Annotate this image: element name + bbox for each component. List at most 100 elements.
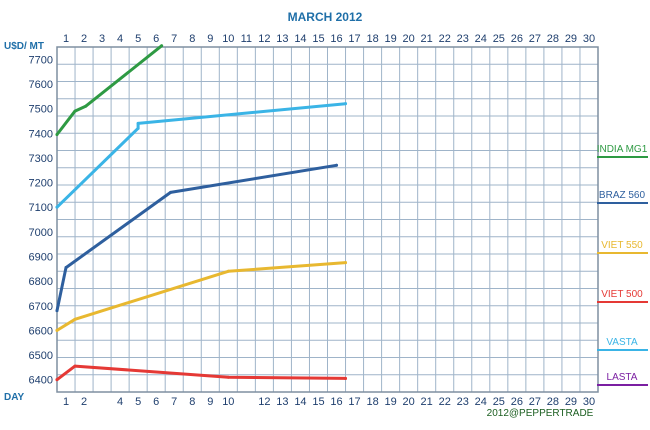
top-tick-label: 21 bbox=[421, 33, 433, 45]
bottom-tick-label: 17 bbox=[348, 396, 360, 408]
top-tick-label: 17 bbox=[348, 33, 360, 45]
top-tick-label: 20 bbox=[403, 33, 415, 45]
top-tick-label: 15 bbox=[312, 33, 324, 45]
bottom-tick-label: 4 bbox=[117, 396, 123, 408]
top-tick-label: 18 bbox=[366, 33, 378, 45]
bottom-tick-label: 28 bbox=[547, 396, 559, 408]
top-tick-label: 13 bbox=[276, 33, 288, 45]
bottom-tick-label: 6 bbox=[153, 396, 159, 408]
y-tick-label: 6800 bbox=[29, 276, 53, 288]
series-line-viet-550 bbox=[55, 261, 347, 332]
top-tick-label: 6 bbox=[153, 33, 159, 45]
legend-label: VIET 500 bbox=[601, 289, 643, 300]
y-tick-label: 7000 bbox=[29, 227, 53, 239]
top-tick-label: 4 bbox=[117, 33, 123, 45]
top-tick-label: 2 bbox=[81, 33, 87, 45]
series-point bbox=[169, 190, 173, 194]
bottom-tick-label: 24 bbox=[475, 396, 487, 408]
top-tick-label: 9 bbox=[207, 33, 213, 45]
bottom-tick-label: 5 bbox=[135, 396, 141, 408]
bottom-tick-label: 10 bbox=[222, 396, 234, 408]
series-line-braz-560 bbox=[55, 163, 338, 313]
top-tick-label: 19 bbox=[384, 33, 396, 45]
bottom-tick-label: 9 bbox=[207, 396, 213, 408]
legend-label: VASTA bbox=[606, 337, 638, 348]
bottom-tick-label: 23 bbox=[457, 396, 469, 408]
y-tick-label: 6900 bbox=[29, 251, 53, 263]
legend-label: LASTA bbox=[607, 372, 638, 383]
series-point bbox=[73, 317, 77, 321]
series-point bbox=[55, 132, 59, 136]
top-tick-label: 11 bbox=[241, 33, 252, 45]
y-tick-label: 7500 bbox=[29, 104, 53, 116]
top-tick-label: 28 bbox=[547, 33, 559, 45]
plot-frame bbox=[56, 46, 599, 393]
top-tick-label: 14 bbox=[294, 33, 306, 45]
series-point bbox=[55, 378, 59, 382]
top-tick-label: 26 bbox=[511, 33, 523, 45]
series-point bbox=[55, 328, 59, 332]
bottom-tick-label: 18 bbox=[366, 396, 378, 408]
series-point bbox=[55, 309, 59, 313]
y-tick-label: 7400 bbox=[29, 128, 53, 140]
bottom-tick-label: 19 bbox=[384, 396, 396, 408]
bottom-tick-label: 2 bbox=[81, 396, 87, 408]
grid bbox=[56, 46, 599, 393]
top-tick-label: 1 bbox=[63, 33, 69, 45]
series-point bbox=[136, 126, 140, 130]
bottom-tick-label: 26 bbox=[511, 396, 523, 408]
top-tick-label: 5 bbox=[135, 33, 141, 45]
series-lines bbox=[55, 44, 348, 382]
series-point bbox=[344, 102, 348, 106]
series-line-vasta bbox=[55, 102, 347, 209]
bottom-tick-label: 25 bbox=[493, 396, 505, 408]
chart-title: MARCH 2012 bbox=[288, 10, 363, 24]
y-tick-label: 7100 bbox=[29, 202, 53, 214]
top-tick-label: 24 bbox=[475, 33, 487, 45]
top-tick-label: 29 bbox=[565, 33, 577, 45]
bottom-tick-label: 12 bbox=[258, 396, 270, 408]
bottom-tick-label: 7 bbox=[171, 396, 177, 408]
series-point bbox=[160, 44, 164, 48]
legend-label: INDIA MG1 bbox=[597, 144, 648, 155]
bottom-tick-label: 1 bbox=[63, 396, 69, 408]
top-tick-label: 23 bbox=[457, 33, 469, 45]
series-point bbox=[84, 104, 88, 108]
x-axis-label: DAY bbox=[4, 392, 25, 403]
y-tick-label: 7300 bbox=[29, 153, 53, 165]
y-tick-label: 6600 bbox=[29, 325, 53, 337]
legend-label: BRAZ 560 bbox=[599, 190, 646, 201]
bottom-tick-label: 16 bbox=[330, 396, 342, 408]
y-axis-label: U$D/ MT bbox=[4, 41, 44, 52]
bottom-tick-label: 27 bbox=[529, 396, 541, 408]
y-tick-label: 6500 bbox=[29, 350, 53, 362]
bottom-tick-label: 13 bbox=[276, 396, 288, 408]
y-tick-label: 7700 bbox=[29, 54, 53, 66]
series-point bbox=[226, 269, 230, 273]
top-tick-label: 30 bbox=[583, 33, 595, 45]
top-tick-label: 8 bbox=[189, 33, 195, 45]
top-tick-label: 16 bbox=[330, 33, 342, 45]
bottom-tick-label: 21 bbox=[421, 396, 433, 408]
series-point bbox=[55, 205, 59, 209]
series-line-viet-500 bbox=[55, 364, 347, 382]
series-point bbox=[344, 261, 348, 265]
top-tick-label: 12 bbox=[258, 33, 270, 45]
series-point bbox=[226, 375, 230, 379]
series-line-india-mg1 bbox=[55, 44, 164, 136]
bottom-tick-label: 30 bbox=[583, 396, 595, 408]
y-tick-label: 7600 bbox=[29, 79, 53, 91]
y-tick-label: 7200 bbox=[29, 178, 53, 190]
tick-labels: 1 2 3 4 5 6 7 8 9 10 11 12 13 14 15 16 17 18 19 20 21 22 23 24 2… bbox=[29, 33, 596, 408]
top-tick-label: 10 bbox=[222, 33, 234, 45]
top-tick-label: 3 bbox=[99, 33, 105, 45]
top-tick-label: 27 bbox=[529, 33, 541, 45]
y-tick-label: 6400 bbox=[29, 375, 53, 387]
bottom-tick-label: 8 bbox=[189, 396, 195, 408]
legend-label: VIET 550 bbox=[601, 240, 643, 251]
bottom-tick-label: 20 bbox=[403, 396, 415, 408]
series-point bbox=[73, 364, 77, 368]
series-point bbox=[344, 376, 348, 380]
